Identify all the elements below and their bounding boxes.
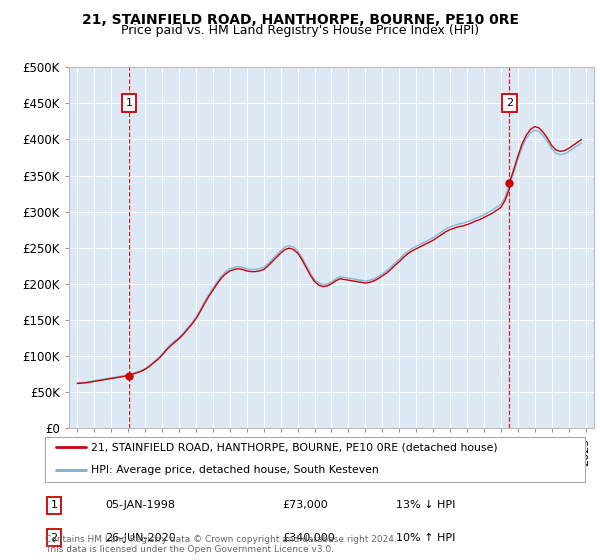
Text: 2: 2 — [50, 533, 58, 543]
Text: HPI: Average price, detached house, South Kesteven: HPI: Average price, detached house, Sout… — [91, 465, 379, 475]
Text: 21, STAINFIELD ROAD, HANTHORPE, BOURNE, PE10 0RE (detached house): 21, STAINFIELD ROAD, HANTHORPE, BOURNE, … — [91, 442, 497, 452]
Text: 1: 1 — [50, 500, 58, 510]
Text: 05-JAN-1998: 05-JAN-1998 — [105, 500, 175, 510]
Text: 1: 1 — [125, 99, 133, 108]
Text: £340,000: £340,000 — [282, 533, 335, 543]
Text: Price paid vs. HM Land Registry's House Price Index (HPI): Price paid vs. HM Land Registry's House … — [121, 24, 479, 38]
Text: 21, STAINFIELD ROAD, HANTHORPE, BOURNE, PE10 0RE: 21, STAINFIELD ROAD, HANTHORPE, BOURNE, … — [82, 13, 518, 27]
Text: 2: 2 — [506, 99, 513, 108]
Text: £73,000: £73,000 — [282, 500, 328, 510]
Text: 13% ↓ HPI: 13% ↓ HPI — [396, 500, 455, 510]
Text: Contains HM Land Registry data © Crown copyright and database right 2024.
This d: Contains HM Land Registry data © Crown c… — [45, 535, 397, 554]
Text: 26-JUN-2020: 26-JUN-2020 — [105, 533, 176, 543]
Text: 10% ↑ HPI: 10% ↑ HPI — [396, 533, 455, 543]
